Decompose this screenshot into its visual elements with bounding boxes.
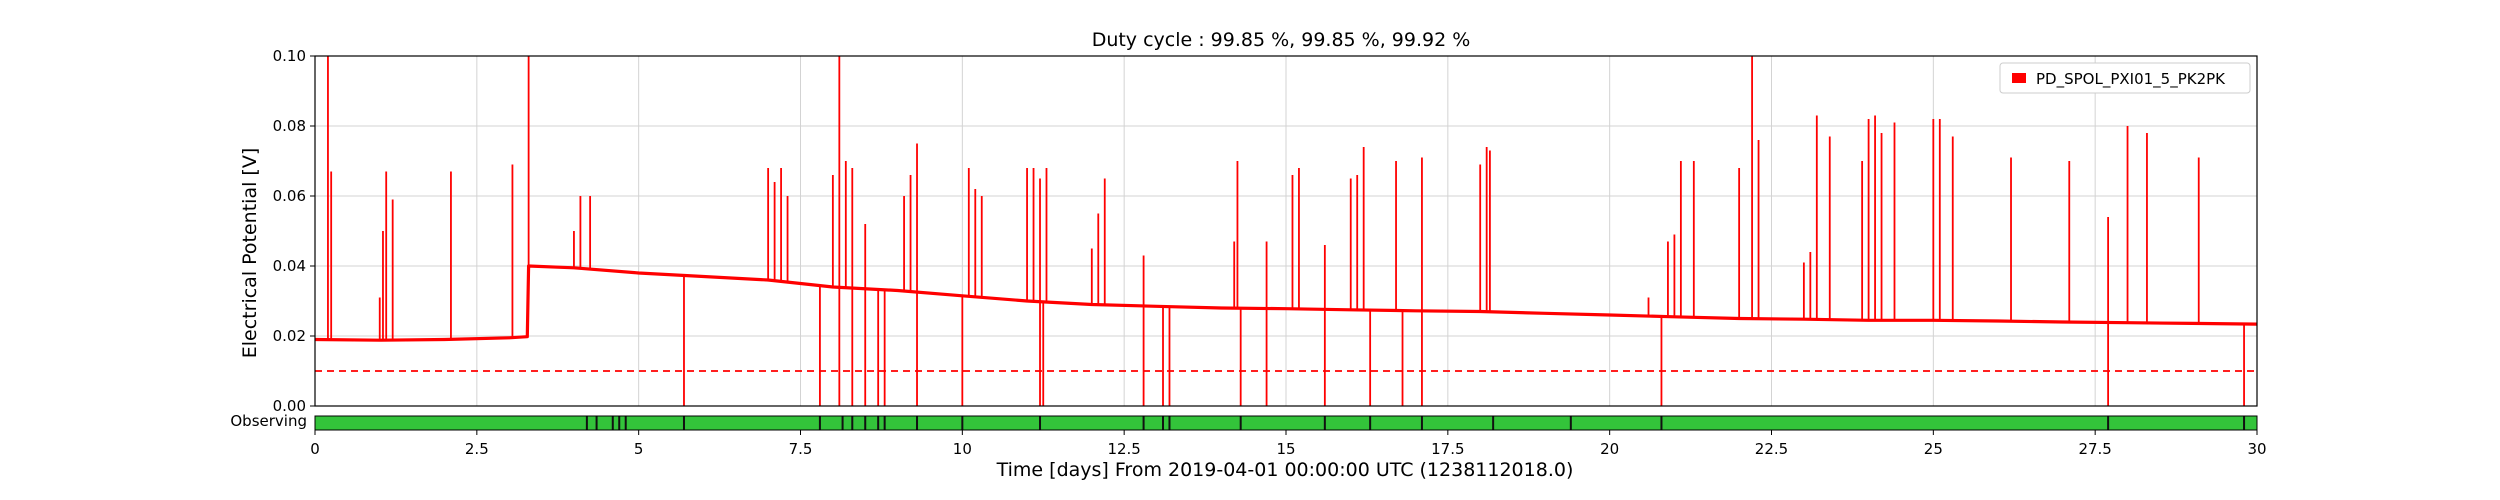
y-tick-label: 0.00 [273,397,306,415]
observing-gap [1660,416,1663,430]
y-tick-label: 0.10 [273,47,306,65]
series-baseline [315,264,2257,342]
observing-gap [611,416,614,430]
observing-gap [851,416,854,430]
plot-frame [314,55,2258,407]
observing-gap [585,416,588,430]
series-layer [315,56,2257,406]
x-tick-label: 0 [310,440,320,458]
x-tick-label: 7.5 [789,440,813,458]
x-tick-label: 12.5 [1107,440,1140,458]
x-tick-label: 17.5 [1431,440,1464,458]
y-tick-label: 0.04 [273,257,306,275]
observing-gap [1420,416,1423,430]
y-tick-label: 0.08 [273,117,306,135]
observing-gap [2107,416,2110,430]
x-tick-label: 5 [634,440,644,458]
observing-gap [624,416,627,430]
observing-gap [864,416,867,430]
observing-gap [1369,416,1372,430]
legend-swatch [2012,73,2026,83]
observing-segment [315,416,2257,430]
observing-gap [916,416,919,430]
x-tick-label: 20 [1600,440,1619,458]
x-tick-label: 27.5 [2078,440,2111,458]
observing-gap [1492,416,1495,430]
legend: PD_SPOL_PXI01_5_PK2PK [1999,62,2251,94]
observing-gap [2243,416,2246,430]
observing-gap [1168,416,1171,430]
y-tick-label: 0.06 [273,187,306,205]
observing-gap [595,416,598,430]
observing-gap [618,416,621,430]
observing-gap [1323,416,1326,430]
observing-gap [841,416,844,430]
legend-box [1999,62,2251,94]
observing-gap [682,416,685,430]
observing-bar [314,415,2258,431]
x-tick-label: 30 [2247,440,2266,458]
observing-gap [877,416,880,430]
observing-gap [883,416,886,430]
legend-label: PD_SPOL_PXI01_5_PK2PK [2036,70,2226,89]
x-tick-label: 15 [1276,440,1295,458]
y-axis: 0.00 0.02 0.04 0.06 0.08 0.10 [273,47,315,415]
x-tick-label: 2.5 [465,440,489,458]
x-tick-label: 22.5 [1755,440,1788,458]
observing-gap [1142,416,1145,430]
observing-gap [818,416,821,430]
observing-gap [1239,416,1242,430]
y-axis-label: Electrical Potential [V] [239,148,261,358]
x-axis: 0 2.5 5 7.5 10 12.5 15 17.5 20 22.5 25 27.5 30 [310,430,2267,458]
observing-gap [1569,416,1572,430]
x-tick-label: 25 [1924,440,1943,458]
x-axis-label: Time [days] From 2019-04-01 00:00:00 UTC… [996,459,1574,481]
observing-gap [1039,416,1042,430]
y-tick-label: 0.02 [273,327,306,345]
observing-gap [961,416,964,430]
x-tick-label: 10 [953,440,972,458]
observing-label: Observing [230,412,307,430]
chart-title: Duty cycle : 99.85 %, 99.85 %, 99.92 % [1092,29,1471,51]
observing-gap [1162,416,1165,430]
